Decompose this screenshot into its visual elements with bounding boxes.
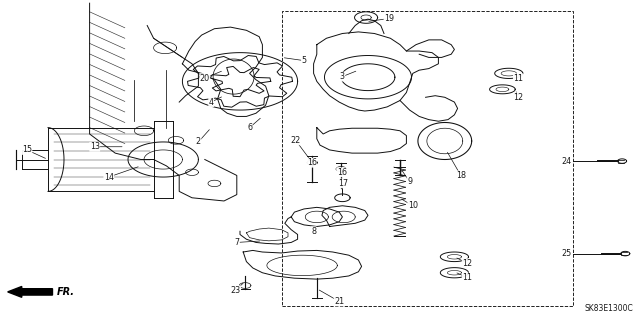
FancyArrow shape: [8, 286, 52, 297]
Text: 5: 5: [301, 56, 307, 65]
Text: 8: 8: [311, 227, 316, 236]
Text: 12: 12: [462, 259, 472, 268]
Bar: [282, 11, 573, 306]
Text: 24: 24: [561, 157, 572, 166]
Text: 11: 11: [513, 74, 524, 83]
Text: 14: 14: [104, 173, 114, 182]
Text: 10: 10: [408, 201, 418, 210]
Text: SK83E1300C: SK83E1300C: [585, 304, 634, 313]
Text: 15: 15: [22, 145, 32, 154]
Text: 3: 3: [340, 72, 345, 81]
Text: 21: 21: [334, 297, 344, 306]
Text: 18: 18: [456, 171, 466, 180]
Text: 16: 16: [307, 158, 317, 167]
Text: 4: 4: [209, 98, 214, 107]
Text: 12: 12: [513, 93, 524, 102]
Text: 2: 2: [196, 137, 201, 146]
Text: 19: 19: [384, 14, 394, 23]
Text: 7: 7: [234, 238, 239, 247]
Text: 22: 22: [291, 136, 301, 145]
Text: 9: 9: [407, 177, 412, 186]
Text: 25: 25: [561, 249, 572, 258]
Text: 16: 16: [337, 168, 347, 177]
Text: 13: 13: [90, 142, 100, 151]
Text: 23: 23: [230, 286, 241, 295]
Text: FR.: FR.: [56, 287, 74, 297]
Text: 6: 6: [247, 123, 252, 132]
Text: 20: 20: [200, 74, 210, 83]
Text: 11: 11: [462, 273, 472, 282]
Text: 17: 17: [338, 179, 348, 188]
